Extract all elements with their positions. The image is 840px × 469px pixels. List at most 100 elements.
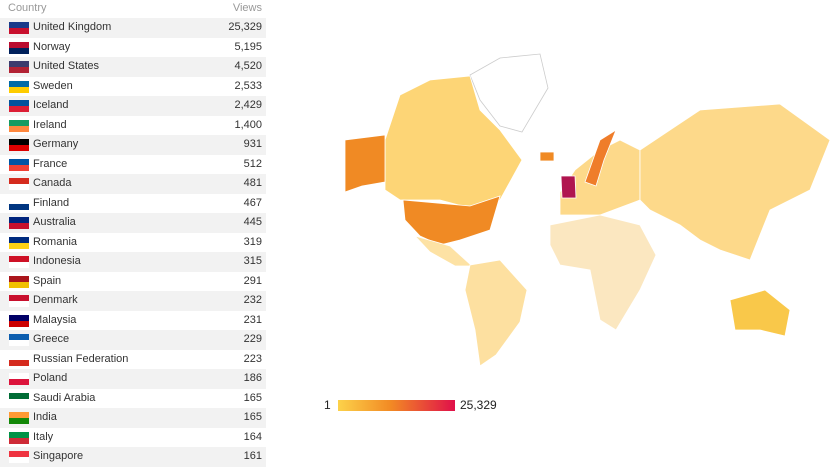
country-name: Malaysia: [33, 313, 77, 326]
flag-icon: [9, 197, 29, 210]
flag-icon: [9, 256, 29, 268]
view-count: 232: [243, 294, 262, 306]
flag-icon: [9, 119, 29, 132]
flag-icon: [9, 236, 29, 249]
flag-icon: [9, 392, 29, 405]
flag-icon: [9, 178, 29, 190]
mexico: [413, 235, 474, 267]
south-america: [464, 259, 528, 367]
table-header: Country Views: [0, 0, 266, 18]
flag-icon: [9, 275, 29, 288]
country-name: Canada: [33, 177, 72, 189]
table-row: United States 4,520: [0, 57, 266, 77]
table-row: Spain 291: [0, 272, 266, 292]
country-name: United Kingdom: [33, 21, 112, 33]
flag-icon: [9, 412, 29, 424]
flag-icon: [9, 41, 29, 54]
view-count: 445: [243, 216, 262, 228]
flag-icon: [9, 22, 29, 34]
table-row: Poland 186: [0, 369, 266, 389]
view-count: 4,520: [234, 60, 262, 72]
view-count: 161: [243, 450, 262, 462]
flag-icon: [9, 217, 29, 229]
table-row: Norway 5,195: [0, 38, 266, 58]
view-count: 229: [243, 333, 262, 345]
table-row: Greece 229: [0, 330, 266, 350]
country-name: Australia: [33, 216, 76, 228]
country-name: Spain: [33, 274, 62, 287]
flag-icon: [9, 139, 29, 151]
country-name: Saudi Arabia: [33, 391, 96, 404]
country-table: Country Views United Kingdom 25,329 Norway…: [0, 0, 266, 467]
country-name: Germany: [33, 138, 79, 150]
flag-icon: [9, 158, 29, 171]
flag-icon: [9, 61, 29, 73]
table-row: Finland 467: [0, 194, 266, 214]
africa: [549, 214, 657, 331]
table-row: United Kingdom 25,329: [0, 18, 266, 38]
country-name: France: [33, 157, 68, 170]
view-count: 291: [243, 274, 262, 287]
table-row: Malaysia 231: [0, 311, 266, 331]
europe: [559, 139, 641, 216]
country-name: Sweden: [33, 79, 73, 92]
country-name: Ireland: [33, 118, 67, 131]
country-name: Italy: [33, 430, 54, 443]
country-name: Singapore: [33, 450, 84, 462]
country-name: Romania: [33, 235, 78, 248]
legend-min: 1: [324, 398, 331, 412]
country-name: Norway: [33, 40, 71, 53]
norway: [584, 129, 617, 187]
view-count: 931: [243, 138, 262, 150]
view-count: 315: [243, 255, 262, 267]
country-name: United States: [33, 60, 100, 72]
view-count: 1,400: [234, 118, 262, 131]
country-name: India: [33, 411, 57, 423]
view-count: 231: [243, 313, 262, 326]
country-name: Poland: [33, 372, 68, 384]
header-country: Country: [8, 2, 47, 14]
iceland: [539, 151, 555, 162]
country-name: Finland: [33, 196, 70, 209]
table-row: France 512: [0, 155, 266, 175]
table-row: Sweden 2,533: [0, 77, 266, 97]
legend-max: 25,329: [460, 398, 497, 412]
country-name: Greece: [33, 333, 70, 345]
australia: [729, 289, 791, 337]
table-row: Italy 164: [0, 428, 266, 448]
table-row: Australia 445: [0, 213, 266, 233]
table-row: Canada 481: [0, 174, 266, 194]
view-count: 2,429: [234, 99, 262, 111]
table-row: Singapore 161: [0, 447, 266, 467]
view-count: 25,329: [228, 21, 262, 33]
table-row: Saudi Arabia 165: [0, 389, 266, 409]
view-count: 186: [243, 372, 262, 384]
united-kingdom: [560, 175, 577, 199]
flag-icon: [9, 314, 29, 327]
flag-icon: [9, 80, 29, 93]
view-count: 165: [243, 411, 262, 423]
flag-icon: [9, 451, 29, 463]
country-name: Russian Federation: [33, 352, 129, 365]
table-row: Russian Federation 223: [0, 350, 266, 370]
view-count: 165: [243, 391, 262, 404]
table-row: Iceland 2,429: [0, 96, 266, 116]
view-count: 481: [243, 177, 262, 189]
flag-icon: [9, 353, 29, 366]
flag-icon: [9, 334, 29, 346]
view-count: 223: [243, 352, 262, 365]
united-states: [402, 195, 501, 246]
view-count: 319: [243, 235, 262, 248]
table-row: Indonesia 315: [0, 252, 266, 272]
view-count: 2,533: [234, 79, 262, 92]
flag-icon: [9, 431, 29, 444]
table-row: Ireland 1,400: [0, 116, 266, 136]
asia: [639, 103, 831, 261]
table-row: Germany 931: [0, 135, 266, 155]
legend-gradient: [338, 400, 455, 411]
country-name: Denmark: [33, 294, 78, 306]
view-count: 164: [243, 430, 262, 443]
canada: [384, 75, 523, 209]
